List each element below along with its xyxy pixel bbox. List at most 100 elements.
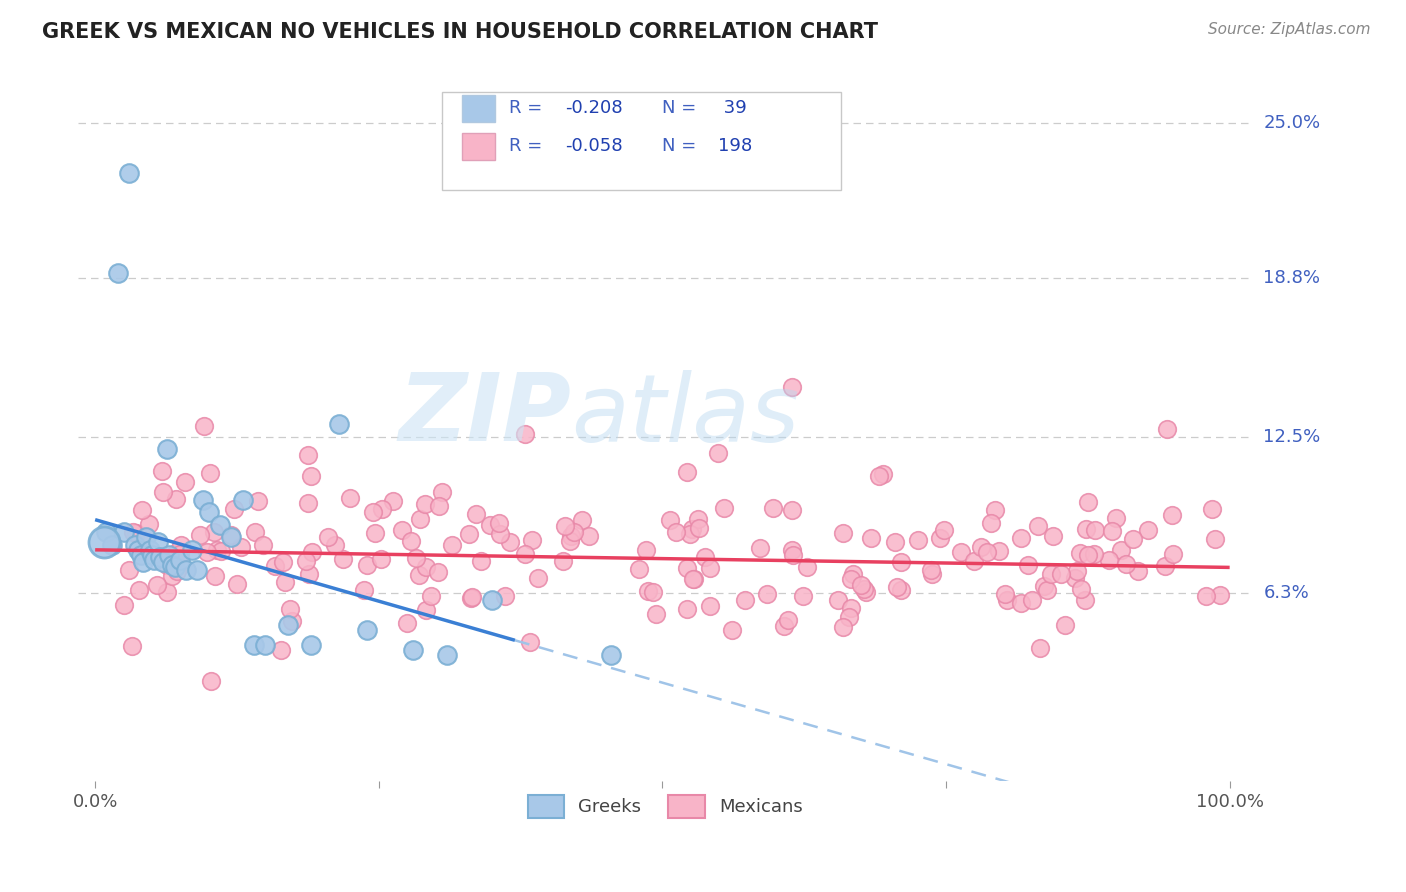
- Point: [426, 565, 449, 579]
- Point: [1074, 522, 1097, 536]
- Point: [831, 526, 853, 541]
- Point: [1204, 532, 1226, 546]
- Point: [890, 555, 912, 569]
- Text: N =: N =: [662, 99, 702, 118]
- Point: [408, 568, 430, 582]
- Point: [1077, 495, 1099, 509]
- Point: [1036, 583, 1059, 598]
- Point: [430, 484, 453, 499]
- Point: [353, 583, 375, 598]
- Point: [762, 501, 785, 516]
- Point: [165, 546, 187, 560]
- Point: [883, 534, 905, 549]
- Point: [152, 485, 174, 500]
- Point: [1101, 524, 1123, 538]
- Point: [200, 466, 222, 480]
- Point: [519, 635, 541, 649]
- Point: [271, 555, 294, 569]
- Point: [93, 535, 115, 549]
- Point: [852, 582, 875, 596]
- Point: [356, 558, 378, 572]
- Point: [980, 516, 1002, 531]
- Point: [681, 522, 703, 536]
- Point: [157, 548, 180, 562]
- Point: [174, 563, 197, 577]
- Point: [693, 549, 716, 564]
- Point: [1010, 596, 1032, 610]
- Point: [193, 419, 215, 434]
- Point: [676, 602, 699, 616]
- Point: [699, 599, 721, 613]
- Point: [339, 491, 361, 505]
- Point: [252, 538, 274, 552]
- Point: [278, 601, 301, 615]
- Point: [554, 519, 576, 533]
- Point: [832, 620, 855, 634]
- Point: [1050, 567, 1073, 582]
- Point: [1156, 422, 1178, 436]
- Point: [984, 503, 1007, 517]
- Point: [688, 521, 710, 535]
- Point: [1115, 557, 1137, 571]
- Point: [1128, 565, 1150, 579]
- Point: [297, 496, 319, 510]
- Point: [839, 572, 862, 586]
- Point: [370, 552, 392, 566]
- Point: [107, 267, 129, 281]
- Point: [498, 535, 520, 549]
- Point: [679, 527, 702, 541]
- Text: R =: R =: [509, 137, 548, 155]
- Point: [707, 445, 730, 459]
- Point: [146, 535, 169, 549]
- Point: [682, 572, 704, 586]
- Point: [1026, 519, 1049, 533]
- Point: [132, 555, 155, 569]
- Point: [1054, 618, 1077, 632]
- Point: [920, 564, 942, 578]
- Point: [138, 542, 160, 557]
- Point: [481, 593, 503, 607]
- Point: [600, 648, 623, 663]
- Point: [838, 609, 860, 624]
- Point: [224, 501, 246, 516]
- Point: [676, 561, 699, 575]
- Point: [135, 530, 157, 544]
- Point: [156, 585, 179, 599]
- Point: [782, 548, 804, 562]
- Point: [323, 538, 346, 552]
- Point: [427, 499, 450, 513]
- Point: [149, 550, 172, 565]
- Point: [225, 577, 247, 591]
- Point: [839, 600, 862, 615]
- Point: [949, 545, 972, 559]
- Point: [186, 563, 208, 577]
- Point: [1074, 593, 1097, 607]
- Point: [970, 541, 993, 555]
- Text: atlas: atlas: [571, 369, 800, 460]
- Point: [659, 513, 682, 527]
- Text: 25.0%: 25.0%: [1264, 113, 1320, 132]
- Point: [963, 554, 986, 568]
- Point: [562, 524, 585, 539]
- Point: [1021, 593, 1043, 607]
- Point: [219, 527, 242, 541]
- Point: [413, 497, 436, 511]
- Text: -0.208: -0.208: [565, 99, 623, 118]
- Point: [328, 417, 350, 432]
- Point: [363, 526, 385, 541]
- Point: [868, 468, 890, 483]
- Point: [796, 560, 818, 574]
- FancyBboxPatch shape: [463, 133, 495, 160]
- Point: [890, 583, 912, 598]
- Point: [197, 505, 219, 519]
- Point: [782, 379, 804, 393]
- Point: [405, 550, 427, 565]
- Point: [118, 166, 141, 180]
- Point: [756, 587, 779, 601]
- Point: [174, 475, 197, 489]
- Point: [675, 465, 697, 479]
- Point: [204, 569, 226, 583]
- Legend: Greeks, Mexicans: Greeks, Mexicans: [520, 789, 810, 825]
- Point: [855, 584, 877, 599]
- Point: [976, 544, 998, 558]
